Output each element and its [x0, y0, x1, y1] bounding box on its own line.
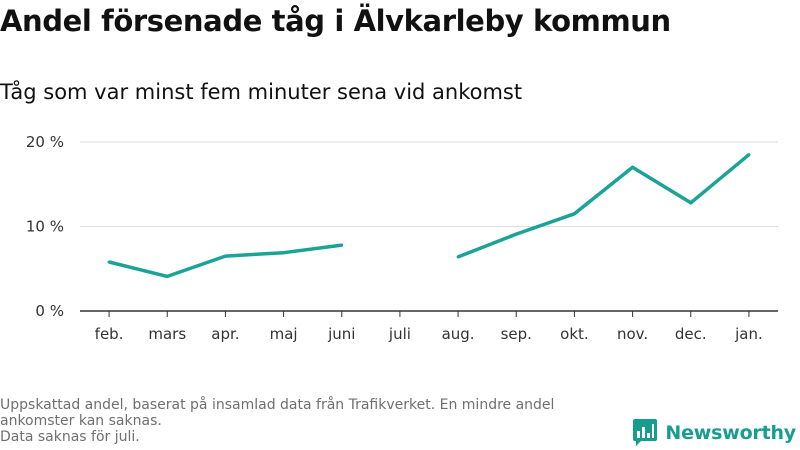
data-point [107, 260, 111, 264]
x-tick-label: juli [388, 325, 411, 343]
chart-title: Andel försenade tåg i Älvkarleby kommun [0, 4, 671, 38]
x-tick-labels: feb. mars apr. maj juni juli aug. sep. okt. nov. d… [95, 325, 763, 343]
data-point [747, 153, 751, 157]
x-tick-label: feb. [95, 325, 124, 343]
series-line [457, 153, 751, 259]
x-tick-label: okt. [560, 325, 589, 343]
brand-logo[interactable]: Newsworthy [633, 419, 796, 446]
x-tick-label: maj [270, 325, 298, 343]
data-point [282, 251, 286, 255]
data-point [631, 165, 635, 169]
data-point [456, 255, 460, 259]
series-line [108, 243, 343, 279]
x-axis [80, 310, 778, 317]
footnote: Uppskattad andel, baserat på insamlad da… [0, 397, 640, 445]
x-tick-label: apr. [211, 325, 239, 343]
x-tick-label: jan. [734, 325, 763, 343]
footnote-line-3: Data saknas för juli. [0, 429, 140, 445]
footnote-line-1: Uppskattad andel, baserat på insamlad da… [0, 397, 555, 413]
data-point [340, 243, 344, 247]
y-tick-label: 0 % [35, 302, 64, 320]
x-tick-label: nov. [617, 325, 648, 343]
x-tick-label: sep. [501, 325, 532, 343]
x-tick-label: mars [148, 325, 186, 343]
footnote-line-2: ankomster kan saknas. [0, 413, 162, 429]
y-tick-label: 20 % [26, 133, 64, 151]
x-tick-label: dec. [675, 325, 707, 343]
x-tick-label: juni [327, 325, 355, 343]
data-point [165, 274, 169, 278]
y-tick-labels: 0 % 10 % 20 % [26, 133, 64, 320]
x-tick-label: aug. [442, 325, 475, 343]
bar-chart-speech-bubble-icon [633, 419, 658, 446]
y-tick-label: 10 % [26, 218, 64, 236]
line-chart: 0 % 10 % 20 % feb. mars apr. maj juni juli aug. s… [26, 133, 778, 343]
brand-name: Newsworthy [665, 421, 796, 444]
chart-subtitle: Tåg som var minst fem minuter sena vid a… [0, 80, 523, 104]
data-point [689, 201, 693, 205]
series-lines [107, 153, 751, 279]
data-point [223, 254, 227, 258]
grid-lines [80, 141, 778, 227]
data-point [572, 212, 576, 216]
data-point [514, 232, 518, 236]
